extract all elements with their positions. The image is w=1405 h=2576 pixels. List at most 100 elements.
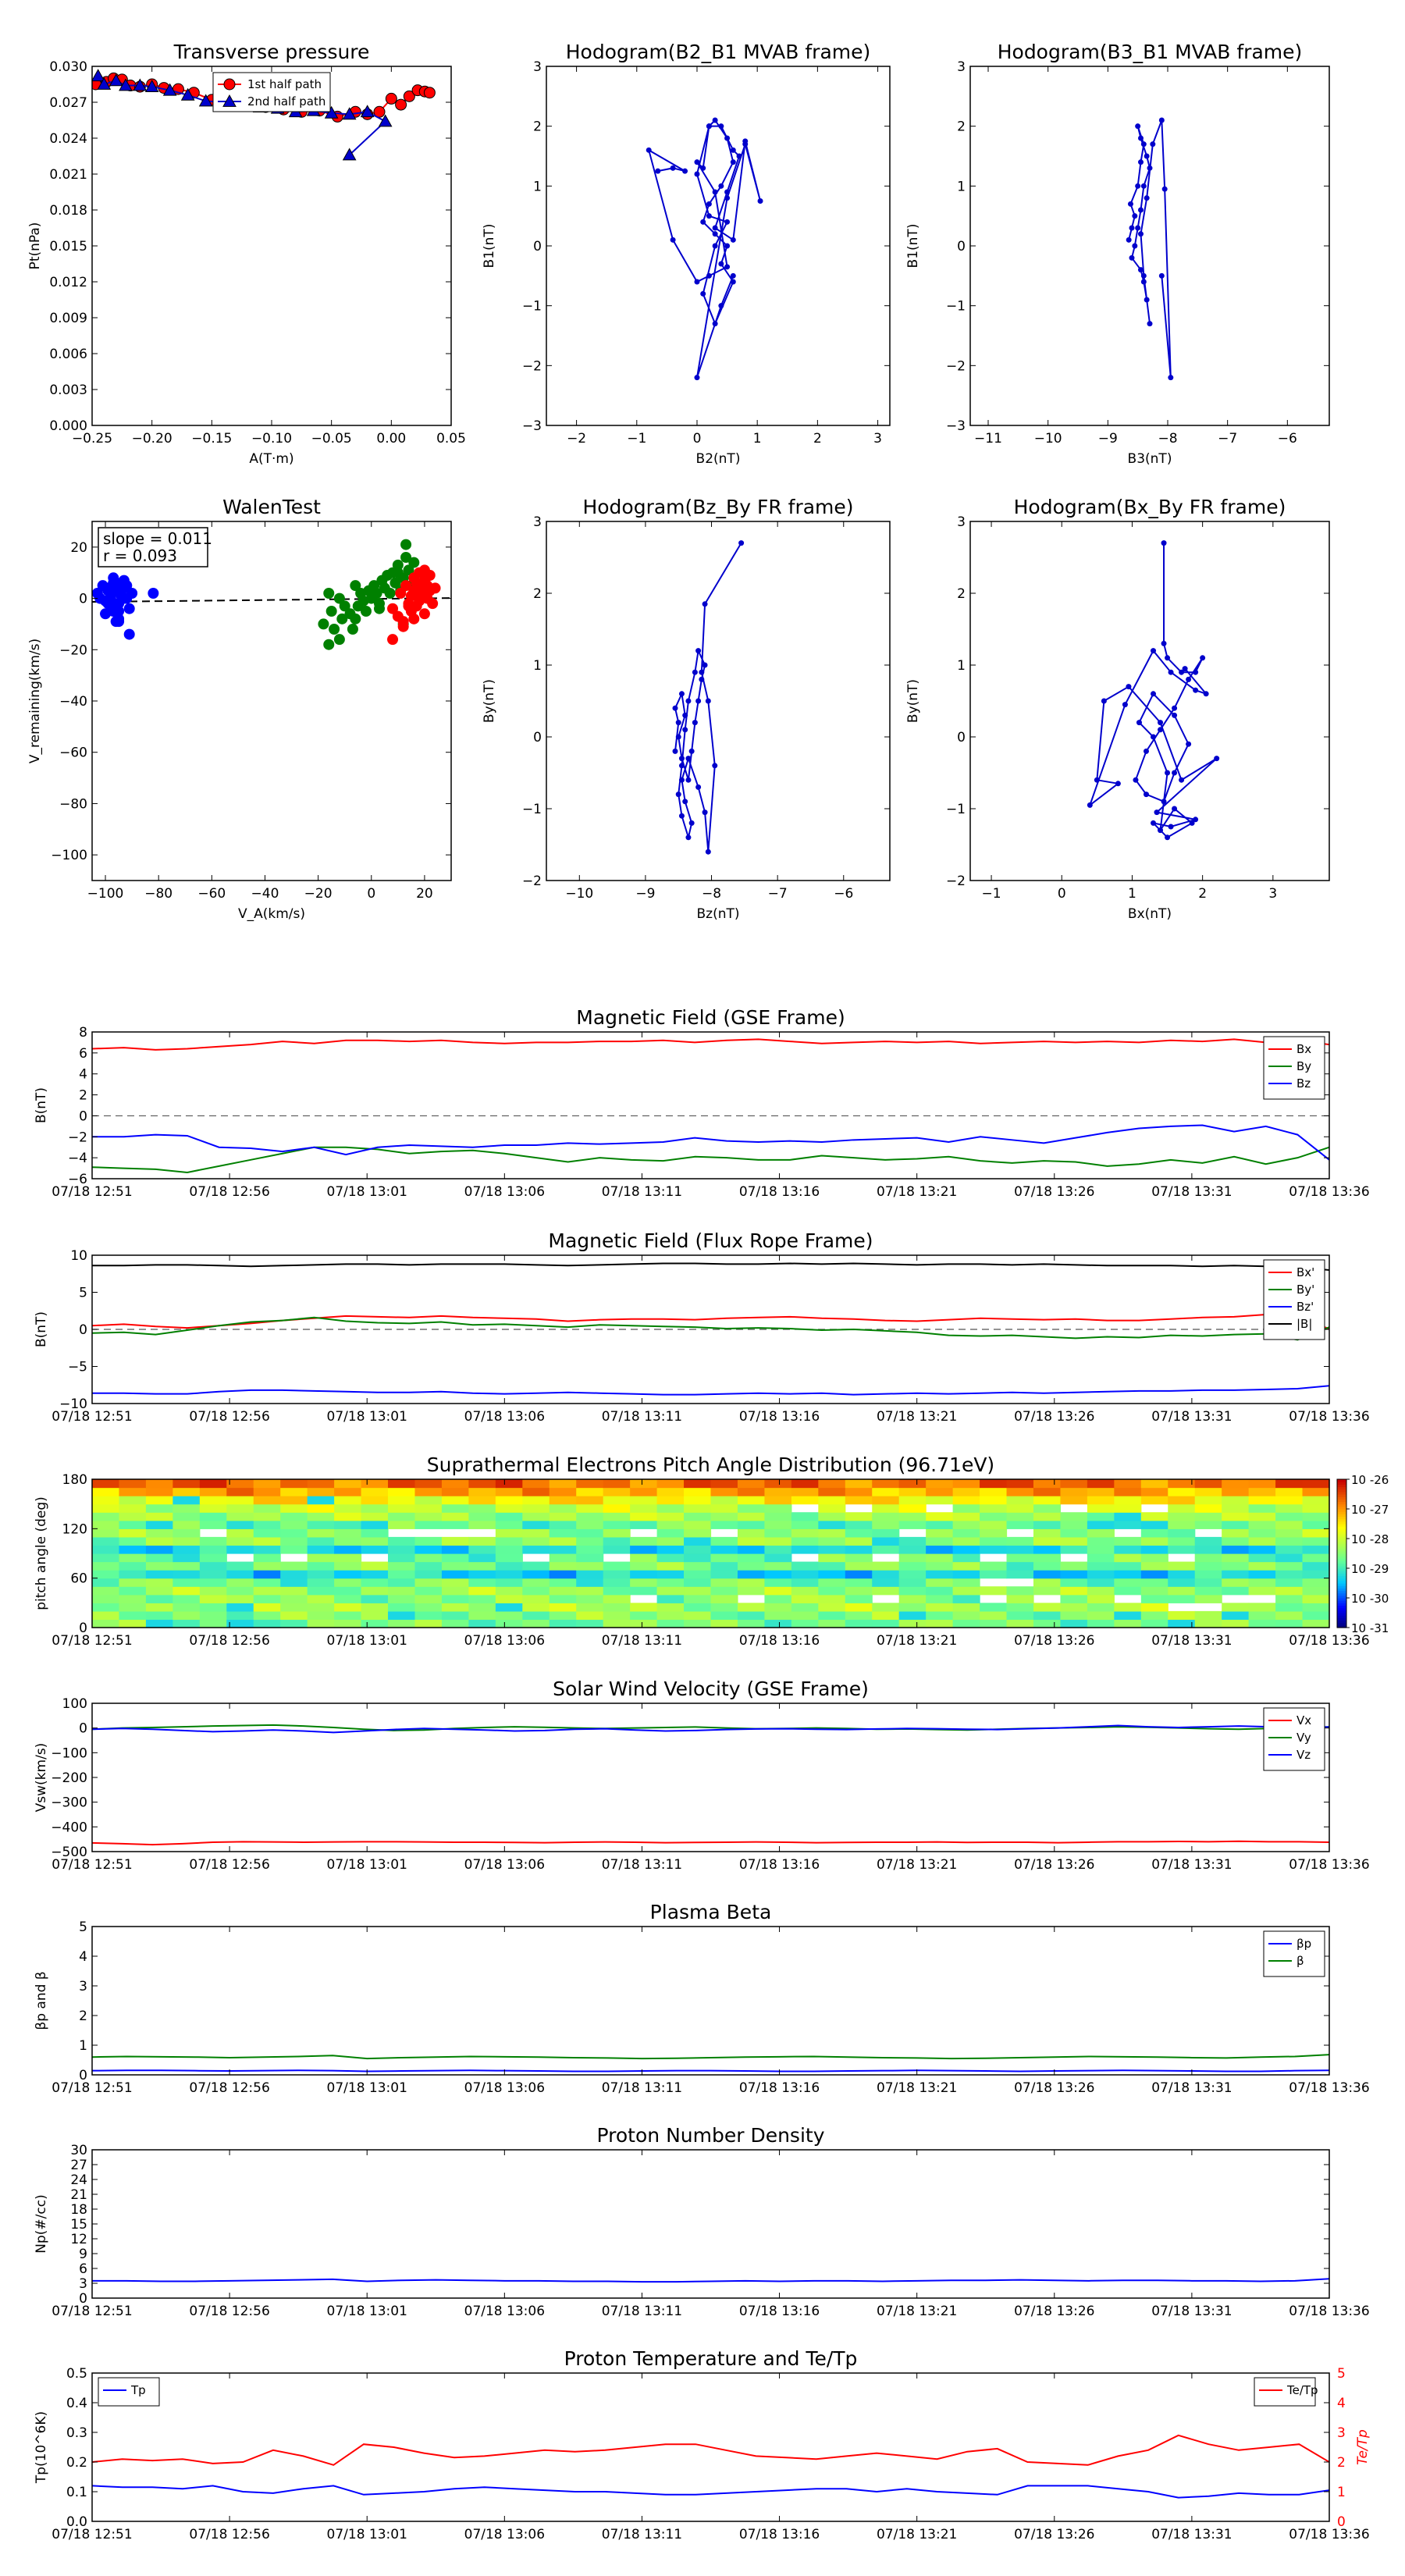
heatmap-cell: [361, 1528, 389, 1538]
colorbar-step: [1337, 1531, 1346, 1535]
heatmap-cell: [1087, 1561, 1115, 1571]
y-tick-label: 3: [957, 514, 966, 530]
heatmap-cell: [414, 1553, 443, 1563]
colorbar-step: [1337, 1603, 1346, 1606]
x-tick-label: 0.00: [376, 431, 406, 447]
heatmap-cell: [1006, 1603, 1034, 1612]
heatmap-cell: [1033, 1610, 1062, 1621]
data-point: [1158, 827, 1164, 834]
plot-area: [92, 1255, 1329, 1404]
heatmap-cell: [1275, 1610, 1304, 1621]
y-tick-label: 6: [79, 1046, 87, 1062]
y-tick-label: 0: [79, 1721, 87, 1737]
heatmap-cell: [576, 1561, 604, 1571]
heatmap-cell: [145, 1603, 173, 1612]
colorbar-step: [1337, 1590, 1346, 1594]
heatmap-cell: [737, 1520, 766, 1529]
data-point: [1193, 817, 1199, 823]
data-point: [418, 564, 430, 576]
heatmap-cell: [361, 1536, 389, 1546]
heatmap-cell: [549, 1586, 577, 1596]
heatmap-cell: [1168, 1536, 1196, 1546]
data-point: [1168, 669, 1174, 675]
heatmap-cell: [92, 1503, 120, 1513]
data-point: [730, 279, 736, 285]
heatmap-cell: [845, 1561, 873, 1571]
series-line-0: [1088, 543, 1218, 839]
colorbar-step: [1337, 1565, 1346, 1569]
heatmap-cell: [764, 1520, 792, 1529]
heatmap-cell: [280, 1512, 308, 1521]
series-line-|B|: [92, 1262, 1329, 1271]
heatmap-cell: [280, 1603, 308, 1612]
heatmap-cell: [818, 1545, 846, 1554]
data-point: [1144, 297, 1150, 303]
y-tick-label: 2: [533, 119, 542, 135]
data-point: [730, 237, 736, 243]
heatmap-cell: [307, 1570, 335, 1579]
heatmap-cell: [173, 1553, 201, 1563]
data-layer: [92, 1262, 1329, 1396]
heatmap-cell: [1194, 1487, 1222, 1496]
heatmap-cell: [1302, 1619, 1330, 1628]
y-tick-label: −20: [59, 642, 87, 658]
heatmap-cell: [334, 1512, 362, 1521]
heatmap-cell: [684, 1545, 712, 1554]
heatmap-cell: [1140, 1553, 1168, 1563]
y-tick-label: 24: [70, 2172, 87, 2188]
heatmap-cell: [226, 1512, 254, 1521]
heatmap-cell: [361, 1610, 389, 1621]
data-point: [1138, 135, 1144, 141]
heatmap-cell: [980, 1545, 1008, 1554]
heatmap-cell: [1248, 1520, 1276, 1529]
data-layer: [672, 540, 745, 855]
y-tick-label: 3: [957, 59, 966, 75]
heatmap-cell: [576, 1578, 604, 1587]
data-point: [700, 165, 706, 171]
heatmap-cell: [280, 1578, 308, 1587]
heatmap-cell: [603, 1545, 631, 1554]
x-tick-label: −1: [982, 886, 1001, 902]
colorbar-step: [1337, 1578, 1346, 1582]
data-point: [397, 621, 409, 632]
data-point: [108, 572, 119, 584]
legend: Bx By Bz: [1263, 1036, 1325, 1100]
y-tick-label: 2: [79, 2008, 87, 2024]
x-tick-label: 07/18 13:21: [877, 1184, 957, 1200]
heatmap-cell: [737, 1503, 766, 1513]
x-tick-label: 07/18 13:26: [1014, 1857, 1094, 1873]
legend-entry: 2nd half path: [247, 94, 325, 109]
y-tick-label: 12: [70, 2232, 87, 2247]
heatmap-cell: [361, 1487, 389, 1496]
heatmap-cell: [1275, 1536, 1304, 1546]
data-point: [427, 598, 439, 610]
heatmap-cell: [1222, 1528, 1250, 1538]
heatmap-cell: [119, 1545, 147, 1554]
x-tick-label: −11: [974, 431, 1002, 447]
colorbar-step: [1337, 1539, 1346, 1542]
heatmap-cell: [656, 1503, 685, 1513]
data-point: [685, 777, 692, 783]
heatmap-cell: [952, 1520, 980, 1529]
heatmap-cell: [845, 1528, 873, 1538]
data-point: [1168, 375, 1174, 381]
heatmap-cell: [441, 1487, 469, 1496]
heatmap-cell: [710, 1503, 738, 1513]
heatmap-cell: [1033, 1578, 1062, 1587]
data-point: [400, 539, 412, 550]
y-axis-label: By(nT): [905, 679, 921, 723]
x-tick-label: −100: [87, 886, 124, 902]
series-line-Bz: [92, 1124, 1329, 1161]
heatmap-cell: [1194, 1561, 1222, 1571]
y-tick-label: 180: [62, 1472, 87, 1488]
legend-entry: By: [1297, 1059, 1311, 1073]
panel-tp: 0.0 0.1 0.2 0.3 0.4 0.5 07/18 12:51 07/18 12:56…: [34, 2347, 1371, 2542]
heatmap-cell: [845, 1487, 873, 1496]
data-point: [1144, 153, 1150, 159]
colorbar-label: 10 -31: [1351, 1621, 1389, 1635]
heatmap-cell: [334, 1594, 362, 1603]
heatmap-cell: [1302, 1570, 1330, 1579]
y-tick-label: −3: [522, 418, 542, 434]
heatmap-cell: [1222, 1619, 1250, 1628]
heatmap-cell: [173, 1520, 201, 1529]
